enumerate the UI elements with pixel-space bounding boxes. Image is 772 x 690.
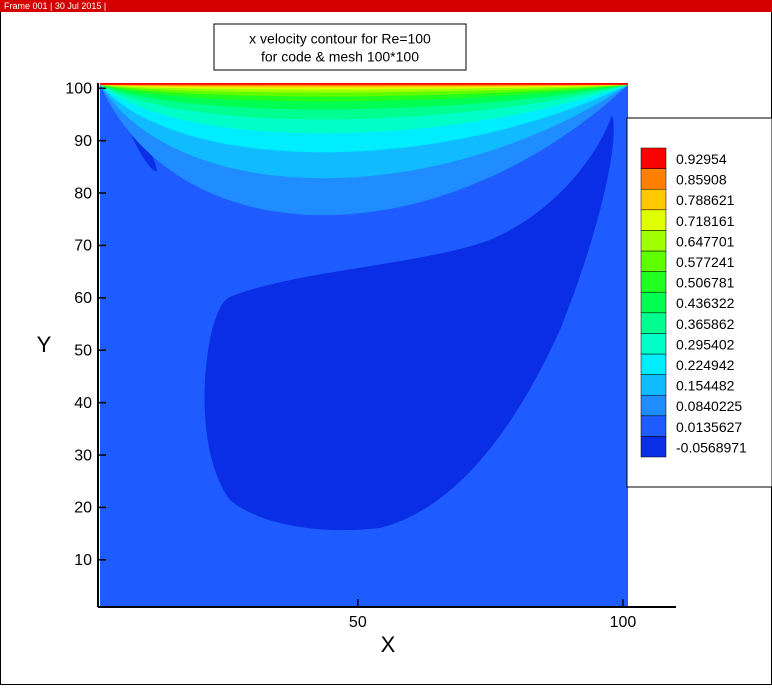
legend-swatch bbox=[640, 230, 667, 252]
header-bar bbox=[0, 0, 772, 12]
legend: -0.0568971 0.0135627 0.0840225 0.154482 0.22… bbox=[640, 147, 747, 458]
legend-label: 0.0135627 bbox=[676, 419, 742, 435]
legend-label: 0.788621 bbox=[676, 192, 735, 208]
legend-swatch bbox=[640, 168, 667, 190]
y-tick-label: 90 bbox=[74, 133, 92, 150]
legend-label: 0.0840225 bbox=[676, 398, 742, 414]
y-tick-label: 60 bbox=[74, 290, 92, 307]
legend-label: 0.718161 bbox=[676, 213, 735, 229]
legend-swatch bbox=[640, 353, 667, 375]
contour-band bbox=[100, 83, 628, 85]
legend-swatch bbox=[640, 147, 667, 169]
chart-title: for code & mesh 100*100 bbox=[261, 49, 419, 65]
legend-swatch bbox=[640, 271, 667, 293]
legend-swatch bbox=[640, 209, 667, 231]
chart-title: x velocity contour for Re=100 bbox=[249, 31, 431, 47]
legend-swatch bbox=[640, 291, 667, 314]
y-tick-label: 100 bbox=[65, 80, 92, 97]
y-tick-label: 80 bbox=[74, 185, 92, 202]
legend-swatch bbox=[640, 436, 667, 458]
legend-swatch bbox=[640, 312, 667, 334]
legend-label: 0.365862 bbox=[676, 316, 735, 332]
x-tick-label: 50 bbox=[349, 614, 367, 631]
y-tick-label: 40 bbox=[74, 395, 92, 412]
y-tick-label: 20 bbox=[74, 500, 92, 517]
contour-band bbox=[204, 115, 614, 531]
axes: 10 20 30 40 50 60 70 80 90 100 50 100 bbox=[65, 80, 676, 631]
legend-swatch bbox=[640, 333, 667, 355]
y-tick-label: 50 bbox=[74, 342, 92, 359]
legend-label: 0.647701 bbox=[676, 233, 735, 249]
y-tick-label: 30 bbox=[74, 447, 92, 464]
legend-label: 0.224942 bbox=[676, 357, 735, 373]
legend-label: 0.577241 bbox=[676, 254, 735, 270]
legend-swatch bbox=[640, 415, 667, 437]
legend-label: 0.295402 bbox=[676, 336, 735, 352]
title-box bbox=[213, 23, 467, 71]
y-tick-label: 70 bbox=[74, 238, 92, 255]
legend-swatch bbox=[640, 374, 667, 396]
legend-label: 0.85908 bbox=[676, 172, 727, 188]
legend-label: 0.506781 bbox=[676, 275, 735, 291]
plot-area bbox=[100, 83, 628, 607]
header-text: Frame 001 | 30 Jul 2015 | bbox=[4, 1, 106, 11]
x-tick-label: 100 bbox=[610, 614, 637, 631]
legend-swatch bbox=[640, 394, 667, 417]
y-axis-label: Y bbox=[37, 332, 52, 357]
legend-label: 0.436322 bbox=[676, 295, 735, 311]
legend-label: 0.154482 bbox=[676, 378, 735, 394]
legend-swatch bbox=[640, 188, 667, 211]
legend-swatch bbox=[640, 250, 667, 272]
x-axis-label: X bbox=[381, 632, 396, 657]
y-tick-label: 10 bbox=[74, 552, 92, 569]
legend-label: -0.0568971 bbox=[676, 439, 747, 455]
legend-label: 0.92954 bbox=[676, 151, 727, 167]
